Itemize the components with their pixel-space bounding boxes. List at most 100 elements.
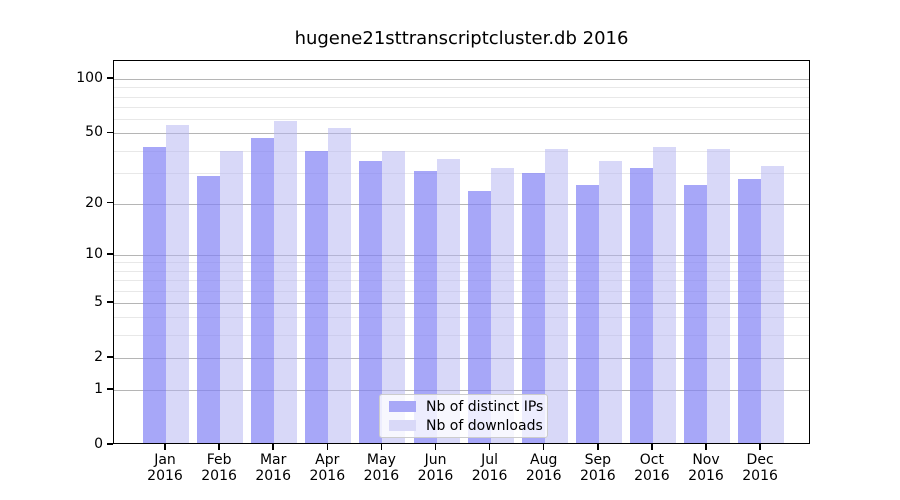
x-tick-label: Feb 2016 [184,452,254,484]
y-tick-mark [107,388,113,390]
y-tick-label: 10 [85,245,103,262]
bar-downloads [220,150,244,443]
x-tick-year: 2016 [201,468,237,484]
y-tick-mark [107,443,113,445]
gridline-major [114,203,809,205]
y-tick-label: 2 [94,348,103,365]
legend-label: Nb of downloads [426,417,543,434]
gridline-major [114,133,809,135]
y-tick-mark [107,253,113,255]
gridline-major [114,302,809,304]
x-tick-month: Apr [315,452,340,468]
x-tick-year: 2016 [363,468,400,484]
x-tick-mark [272,444,274,450]
x-tick-month: Dec [746,452,774,468]
x-tick-month: May [366,452,396,468]
bar-distinct-ips [575,184,599,443]
x-tick-month: Feb [206,452,232,468]
x-tick-month: Mar [259,452,287,468]
y-tick-mark [107,356,113,358]
bar-downloads [544,148,568,443]
gridline-minor [114,290,809,292]
gridline-major [114,79,809,81]
x-tick-label: Sep 2016 [563,452,633,484]
x-tick-label: May 2016 [346,452,416,484]
bar-downloads [490,168,514,443]
bar-downloads [328,128,352,443]
x-tick-mark [759,444,761,450]
x-tick-year: 2016 [742,468,778,484]
gridline-major [114,254,809,256]
y-tick-mark [107,301,113,303]
x-tick-label: Mar 2016 [238,452,308,484]
bar-downloads [598,161,622,443]
bar-distinct-ips [413,170,437,443]
x-tick-mark [380,444,383,450]
x-tick-month: Jun [424,452,447,468]
y-tick-mark [107,201,113,204]
bar-downloads [274,121,298,443]
bar-downloads [436,158,460,443]
legend-swatch [389,420,416,431]
y-tick-label: 50 [85,124,103,141]
plot-area: Nb of distinct IPs Nb of downloads [113,60,810,444]
x-tick-label: Apr 2016 [292,452,362,484]
y-tick-mark [107,77,113,79]
x-tick-month: Oct [639,452,664,468]
x-tick-year: 2016 [309,468,346,484]
legend-item: Nb of distinct IPs [380,399,547,415]
y-tick-label: 5 [94,293,103,310]
x-tick-year: 2016 [147,468,183,484]
bar-distinct-ips [629,168,653,443]
gridline-minor [114,335,809,337]
x-tick-year: 2016 [471,468,508,484]
y-tick-label: 0 [94,436,103,452]
x-tick-year: 2016 [579,468,616,484]
x-tick-mark [488,444,491,450]
legend-label: Nb of distinct IPs [426,398,544,415]
x-tick-month: Sep [584,452,611,468]
x-tick-year: 2016 [255,468,291,484]
gridline-minor [114,119,809,121]
x-tick-mark [705,444,707,450]
x-tick-label: Jan 2016 [130,452,200,484]
gridline-major [114,357,809,359]
bar-distinct-ips [684,184,707,443]
bar-distinct-ips [251,137,275,443]
bar-distinct-ips [359,161,383,443]
y-tick-label: 1 [94,381,103,398]
legend-swatch [389,401,416,412]
bar-distinct-ips [521,173,545,443]
bar-distinct-ips [143,146,166,443]
x-tick-label: Aug 2016 [509,452,579,484]
x-tick-year: 2016 [417,468,454,484]
bar-distinct-ips [305,150,329,443]
bar-distinct-ips [738,178,762,443]
x-tick-label: Jul 2016 [455,452,525,484]
x-tick-month: Nov [692,452,720,468]
gridline-minor [114,317,809,319]
gridline-minor [114,150,809,152]
x-tick-mark [542,444,545,450]
x-tick-mark [218,444,220,450]
x-tick-mark [434,444,437,450]
gridline-minor [114,87,809,89]
y-tick-label: 20 [85,194,103,211]
bar-downloads [166,125,189,443]
gridline-minor [114,280,809,282]
x-tick-label: Dec 2016 [725,452,795,484]
bar-downloads [761,165,785,443]
chart-title: hugene21sttranscriptcluster.db 2016 [294,28,629,49]
gridline-minor [114,270,809,272]
x-tick-label: Jun 2016 [401,452,471,484]
bar-downloads [652,146,676,443]
legend: Nb of distinct IPs Nb of downloads [379,394,548,438]
bar-downloads [382,150,406,443]
gridline-major [114,390,809,392]
bar-downloads [707,148,730,443]
x-tick-month: Jan [154,452,176,468]
bar-distinct-ips [467,191,491,443]
x-tick-month: Jul [481,452,499,468]
x-tick-mark [164,444,166,450]
